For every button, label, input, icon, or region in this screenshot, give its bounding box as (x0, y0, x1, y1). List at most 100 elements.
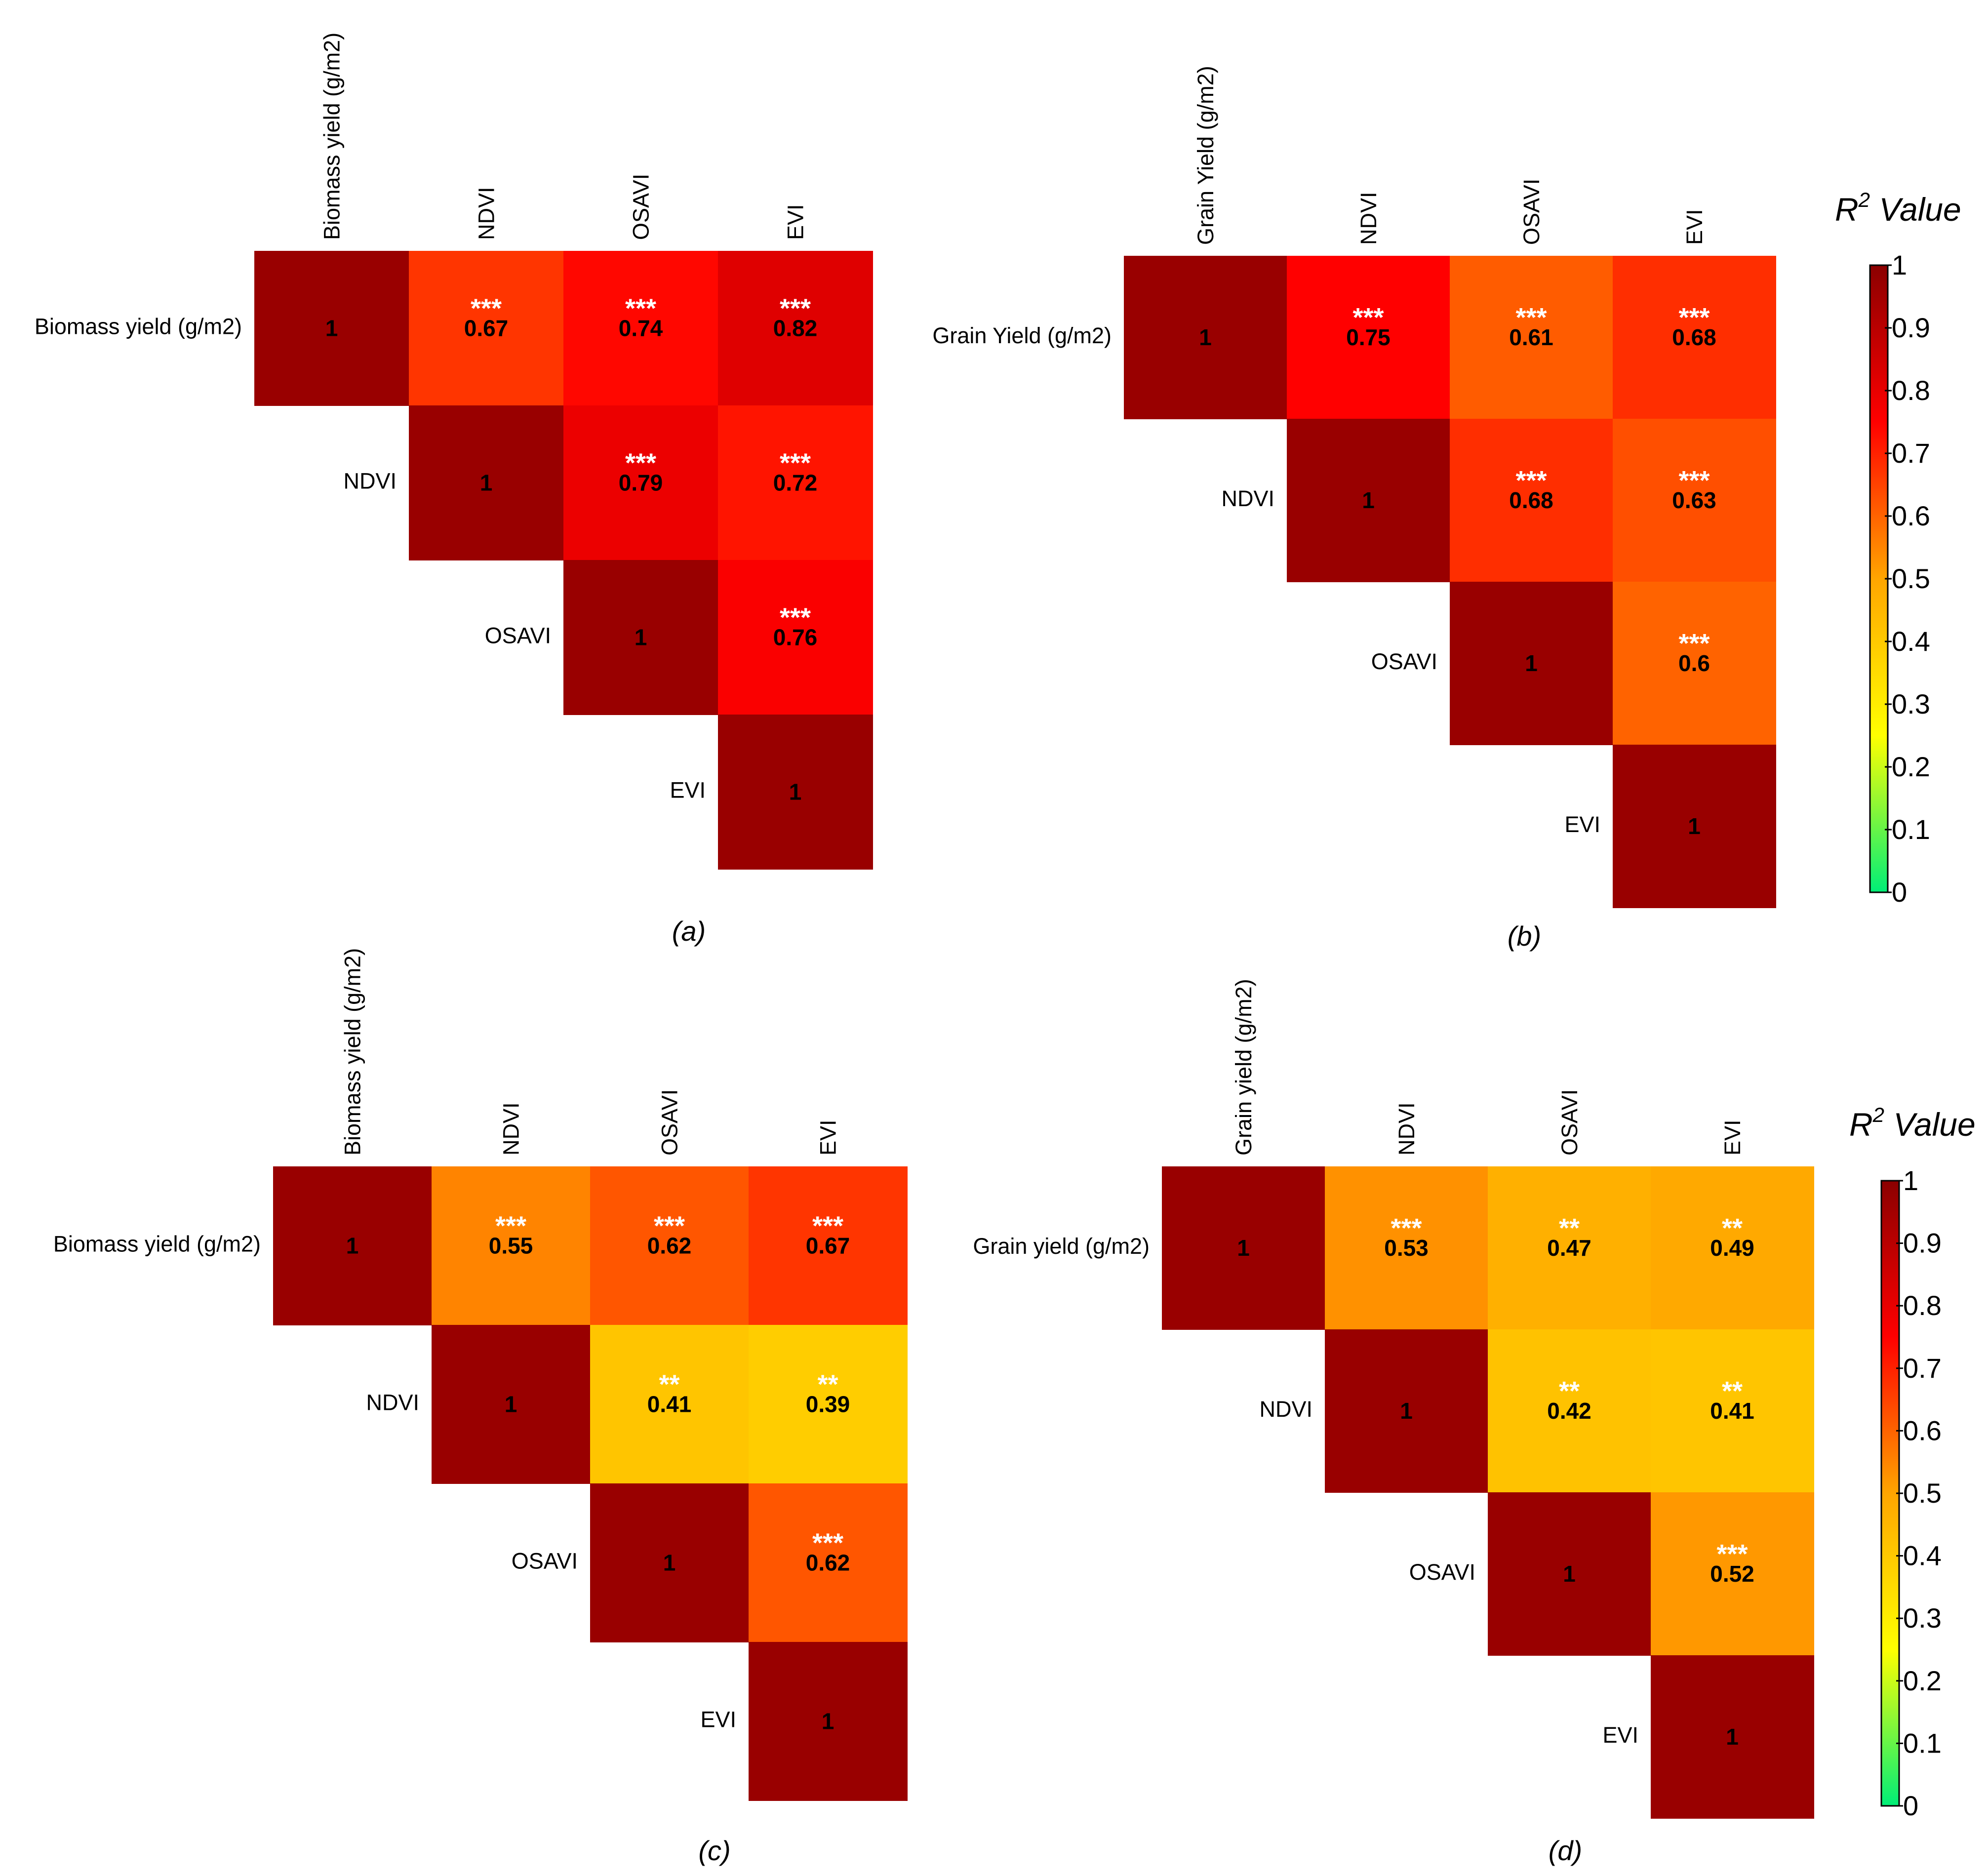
cell-value-label: 0.67 (806, 1233, 850, 1259)
row-label: NDVI (1221, 486, 1274, 511)
heatmap-panel: 1***0.67***0.74***0.821***0.79***0.721**… (35, 33, 873, 947)
significance-stars: *** (1391, 1213, 1422, 1243)
colorbar-tick-label: 1 (1892, 249, 1907, 280)
panel-caption: (a) (672, 916, 706, 947)
row-label: Grain Yield (g/m2) (932, 323, 1112, 348)
significance-stars: ** (1559, 1376, 1580, 1406)
colorbar-title: R2 Value (1849, 1103, 1976, 1143)
heatmap-cell (254, 251, 409, 406)
significance-stars: *** (1678, 466, 1710, 495)
heatmap-cell (273, 1166, 432, 1325)
colorbar-title: R2 Value (1835, 188, 1961, 228)
column-label: NDVI (499, 1102, 524, 1156)
column-label: OSAVI (629, 174, 654, 240)
colorbar-tick-label: 0.5 (1903, 1477, 1942, 1509)
row-label: Biomass yield (g/m2) (53, 1232, 261, 1257)
significance-stars: *** (495, 1211, 526, 1241)
row-label: NDVI (366, 1390, 419, 1415)
row-label: EVI (1564, 812, 1600, 837)
significance-stars: *** (1678, 629, 1710, 658)
heatmap-panel: 1***0.53**0.47**0.491**0.42**0.411***0.5… (973, 979, 1814, 1866)
heatmap-cell (1613, 582, 1776, 745)
row-label: EVI (1602, 1722, 1638, 1748)
significance-stars: *** (780, 448, 811, 478)
heatmap-cell (718, 560, 873, 715)
significance-stars: *** (1515, 466, 1547, 495)
heatmap-cell (718, 405, 873, 560)
heatmap-cell (1613, 419, 1776, 582)
significance-stars: ** (1722, 1213, 1743, 1243)
column-label: OSAVI (657, 1089, 682, 1156)
panel-caption: (b) (1508, 920, 1541, 952)
colorbar-tick-label: 1 (1903, 1165, 1918, 1196)
row-label: EVI (670, 778, 706, 803)
row-label: EVI (700, 1707, 736, 1732)
cell-value-label: 0.39 (806, 1392, 850, 1417)
significance-stars: *** (780, 603, 811, 633)
heatmap-cell (409, 405, 564, 560)
colorbar-tick-label: 0.6 (1892, 500, 1930, 531)
heatmap-cell (1450, 582, 1613, 745)
cell-value-label: 1 (1563, 1561, 1576, 1587)
significance-stars: *** (1716, 1539, 1748, 1569)
colorbar-tick-label: 0.2 (1892, 751, 1930, 782)
cell-value-label: 1 (325, 316, 338, 341)
column-label: Grain Yield (g/m2) (1193, 66, 1218, 245)
row-label: OSAVI (1409, 1559, 1475, 1585)
cell-value-label: 0.55 (489, 1233, 533, 1259)
cell-value-label: 1 (505, 1392, 517, 1417)
cell-value-label: 1 (1726, 1724, 1739, 1750)
cell-value-label: 1 (1525, 650, 1538, 676)
column-label: EVI (816, 1119, 841, 1156)
significance-stars: *** (471, 294, 502, 323)
cell-value-label: 0.42 (1547, 1398, 1591, 1424)
cell-value-label: 0.68 (1509, 487, 1553, 513)
heatmap-cell (563, 560, 718, 715)
column-label: NDVI (1356, 192, 1381, 245)
colorbar-title-symbol: R (1835, 191, 1859, 228)
column-label: EVI (1720, 1119, 1745, 1156)
cell-value-label: 1 (789, 779, 802, 805)
heatmap-cell (432, 1325, 591, 1484)
heatmap-cell (1651, 1492, 1814, 1656)
heatmap-cell (1651, 1329, 1814, 1493)
heatmap-panel: 1***0.75***0.61***0.681***0.68***0.631**… (932, 66, 1776, 952)
cell-value-label: 0.61 (1509, 324, 1553, 350)
row-label: OSAVI (1371, 649, 1437, 674)
colorbar-title-symbol: R (1849, 1106, 1873, 1143)
colorbar-title-suffix: Value (1884, 1106, 1976, 1143)
heatmap-cell (1488, 1492, 1651, 1656)
row-label: OSAVI (485, 623, 551, 648)
cell-value-label: 1 (635, 625, 647, 650)
cell-value-label: 0.75 (1346, 324, 1391, 350)
heatmap-cell (1325, 1166, 1488, 1330)
heatmap-cell (1450, 419, 1613, 582)
row-label: NDVI (343, 469, 397, 494)
cell-value-label: 0.53 (1384, 1235, 1429, 1261)
significance-stars: *** (654, 1211, 685, 1241)
column-label: EVI (1682, 209, 1707, 245)
cell-value-label: 0.67 (464, 316, 509, 341)
colorbar-tick-label: 0.3 (1903, 1602, 1942, 1634)
colorbar-title-superscript: 2 (1858, 188, 1870, 211)
heatmap-cell (432, 1166, 591, 1325)
heatmap-cell (1450, 256, 1613, 419)
cell-value-label: 0.76 (773, 625, 818, 650)
heatmap-panel: 1***0.55***0.62***0.671**0.41**0.391***0… (53, 948, 908, 1866)
significance-stars: *** (1515, 303, 1547, 332)
panel-caption: (d) (1549, 1835, 1582, 1866)
cell-value-label: 1 (822, 1709, 835, 1734)
colorbar-tick-label: 0.4 (1892, 626, 1930, 657)
cell-value-label: 0.41 (1710, 1398, 1754, 1424)
heatmap-cell (563, 251, 718, 406)
heatmap-cell (718, 251, 873, 406)
significance-stars: *** (625, 294, 656, 323)
cell-value-label: 0.47 (1547, 1235, 1591, 1261)
heatmap-cell (1287, 419, 1450, 582)
heatmap-cell (1124, 256, 1287, 419)
row-label: Biomass yield (g/m2) (35, 314, 242, 339)
significance-stars: ** (1722, 1376, 1743, 1406)
